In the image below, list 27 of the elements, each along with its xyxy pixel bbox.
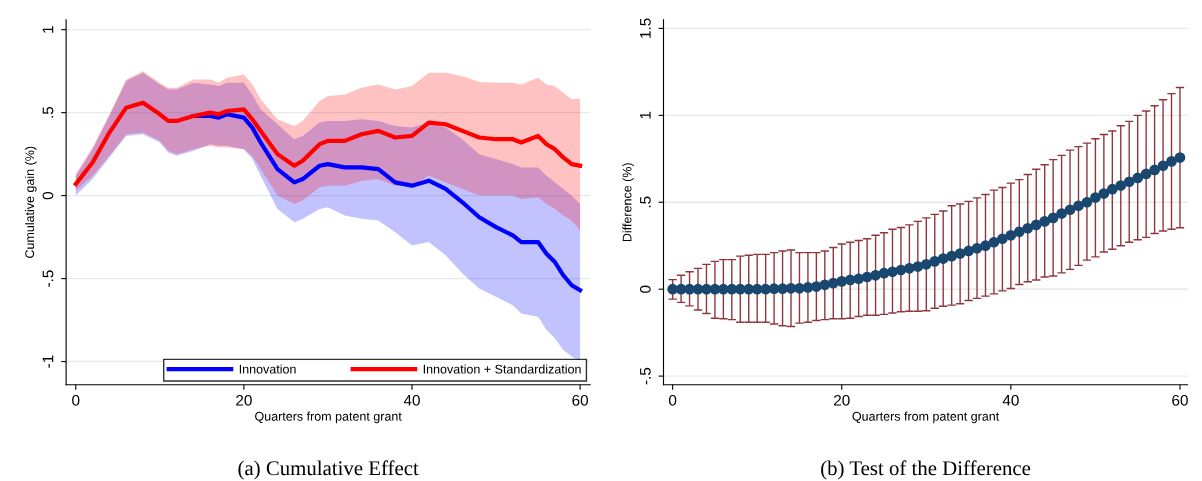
y-tick-label: -.5 (42, 270, 54, 287)
x-tick-label: 0 (668, 394, 677, 406)
x-tick-label: 0 (72, 394, 80, 406)
y-tick-label: 1 (42, 26, 54, 33)
y-tick-label: -1 (42, 355, 54, 368)
legend-label: Innovation + Standardization (423, 364, 581, 374)
y-tick-label: 0 (639, 285, 651, 293)
y-tick-label: 1 (640, 111, 651, 119)
y-tick-label: .5 (640, 196, 651, 208)
y-tick-label: 1.5 (640, 18, 651, 38)
y-tick-label: 0 (42, 191, 54, 200)
x-tick-label: 60 (1172, 394, 1188, 406)
y-tick-label: .5 (42, 106, 54, 118)
y-axis-title: Cumulative gain (%) (24, 146, 37, 258)
x-tick-label: 40 (403, 394, 420, 406)
x-tick-label: 40 (1002, 394, 1019, 406)
x-axis-title: Quarters from patent grant (255, 411, 402, 424)
x-axis-title: Quarters from patent grant (852, 411, 1000, 424)
x-tick-label: 60 (572, 394, 588, 406)
y-tick-label: -.5 (640, 367, 651, 385)
y-axis-title: Difference (%) (622, 163, 634, 242)
legend-label: Innovation (239, 364, 296, 374)
x-tick-label: 20 (834, 394, 850, 406)
text: (b) Test of the Difference (821, 460, 1031, 480)
line-series (73, 100, 583, 187)
text: (a) Cumulative Effect (238, 460, 419, 480)
x-tick-label: 20 (236, 394, 252, 406)
